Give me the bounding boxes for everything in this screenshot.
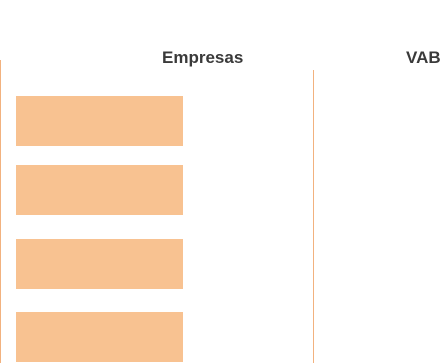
left-divider-line <box>0 60 1 363</box>
row-label-block-4 <box>16 312 183 362</box>
row-label-block-2 <box>16 165 183 215</box>
column-divider-line <box>313 70 314 363</box>
row-label-block-3 <box>16 239 183 289</box>
row-label-block-1 <box>16 96 183 146</box>
column-header-vab: VAB <box>406 48 441 67</box>
column-header-empresas: Empresas <box>162 48 244 67</box>
